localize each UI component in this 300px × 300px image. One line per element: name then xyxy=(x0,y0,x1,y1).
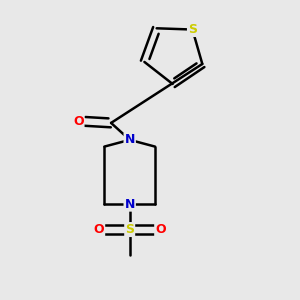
Text: N: N xyxy=(124,133,135,146)
Text: N: N xyxy=(124,198,135,211)
Text: S: S xyxy=(125,223,134,236)
Text: O: O xyxy=(155,223,166,236)
Text: O: O xyxy=(94,223,104,236)
Text: S: S xyxy=(188,23,197,36)
Text: O: O xyxy=(73,115,84,128)
